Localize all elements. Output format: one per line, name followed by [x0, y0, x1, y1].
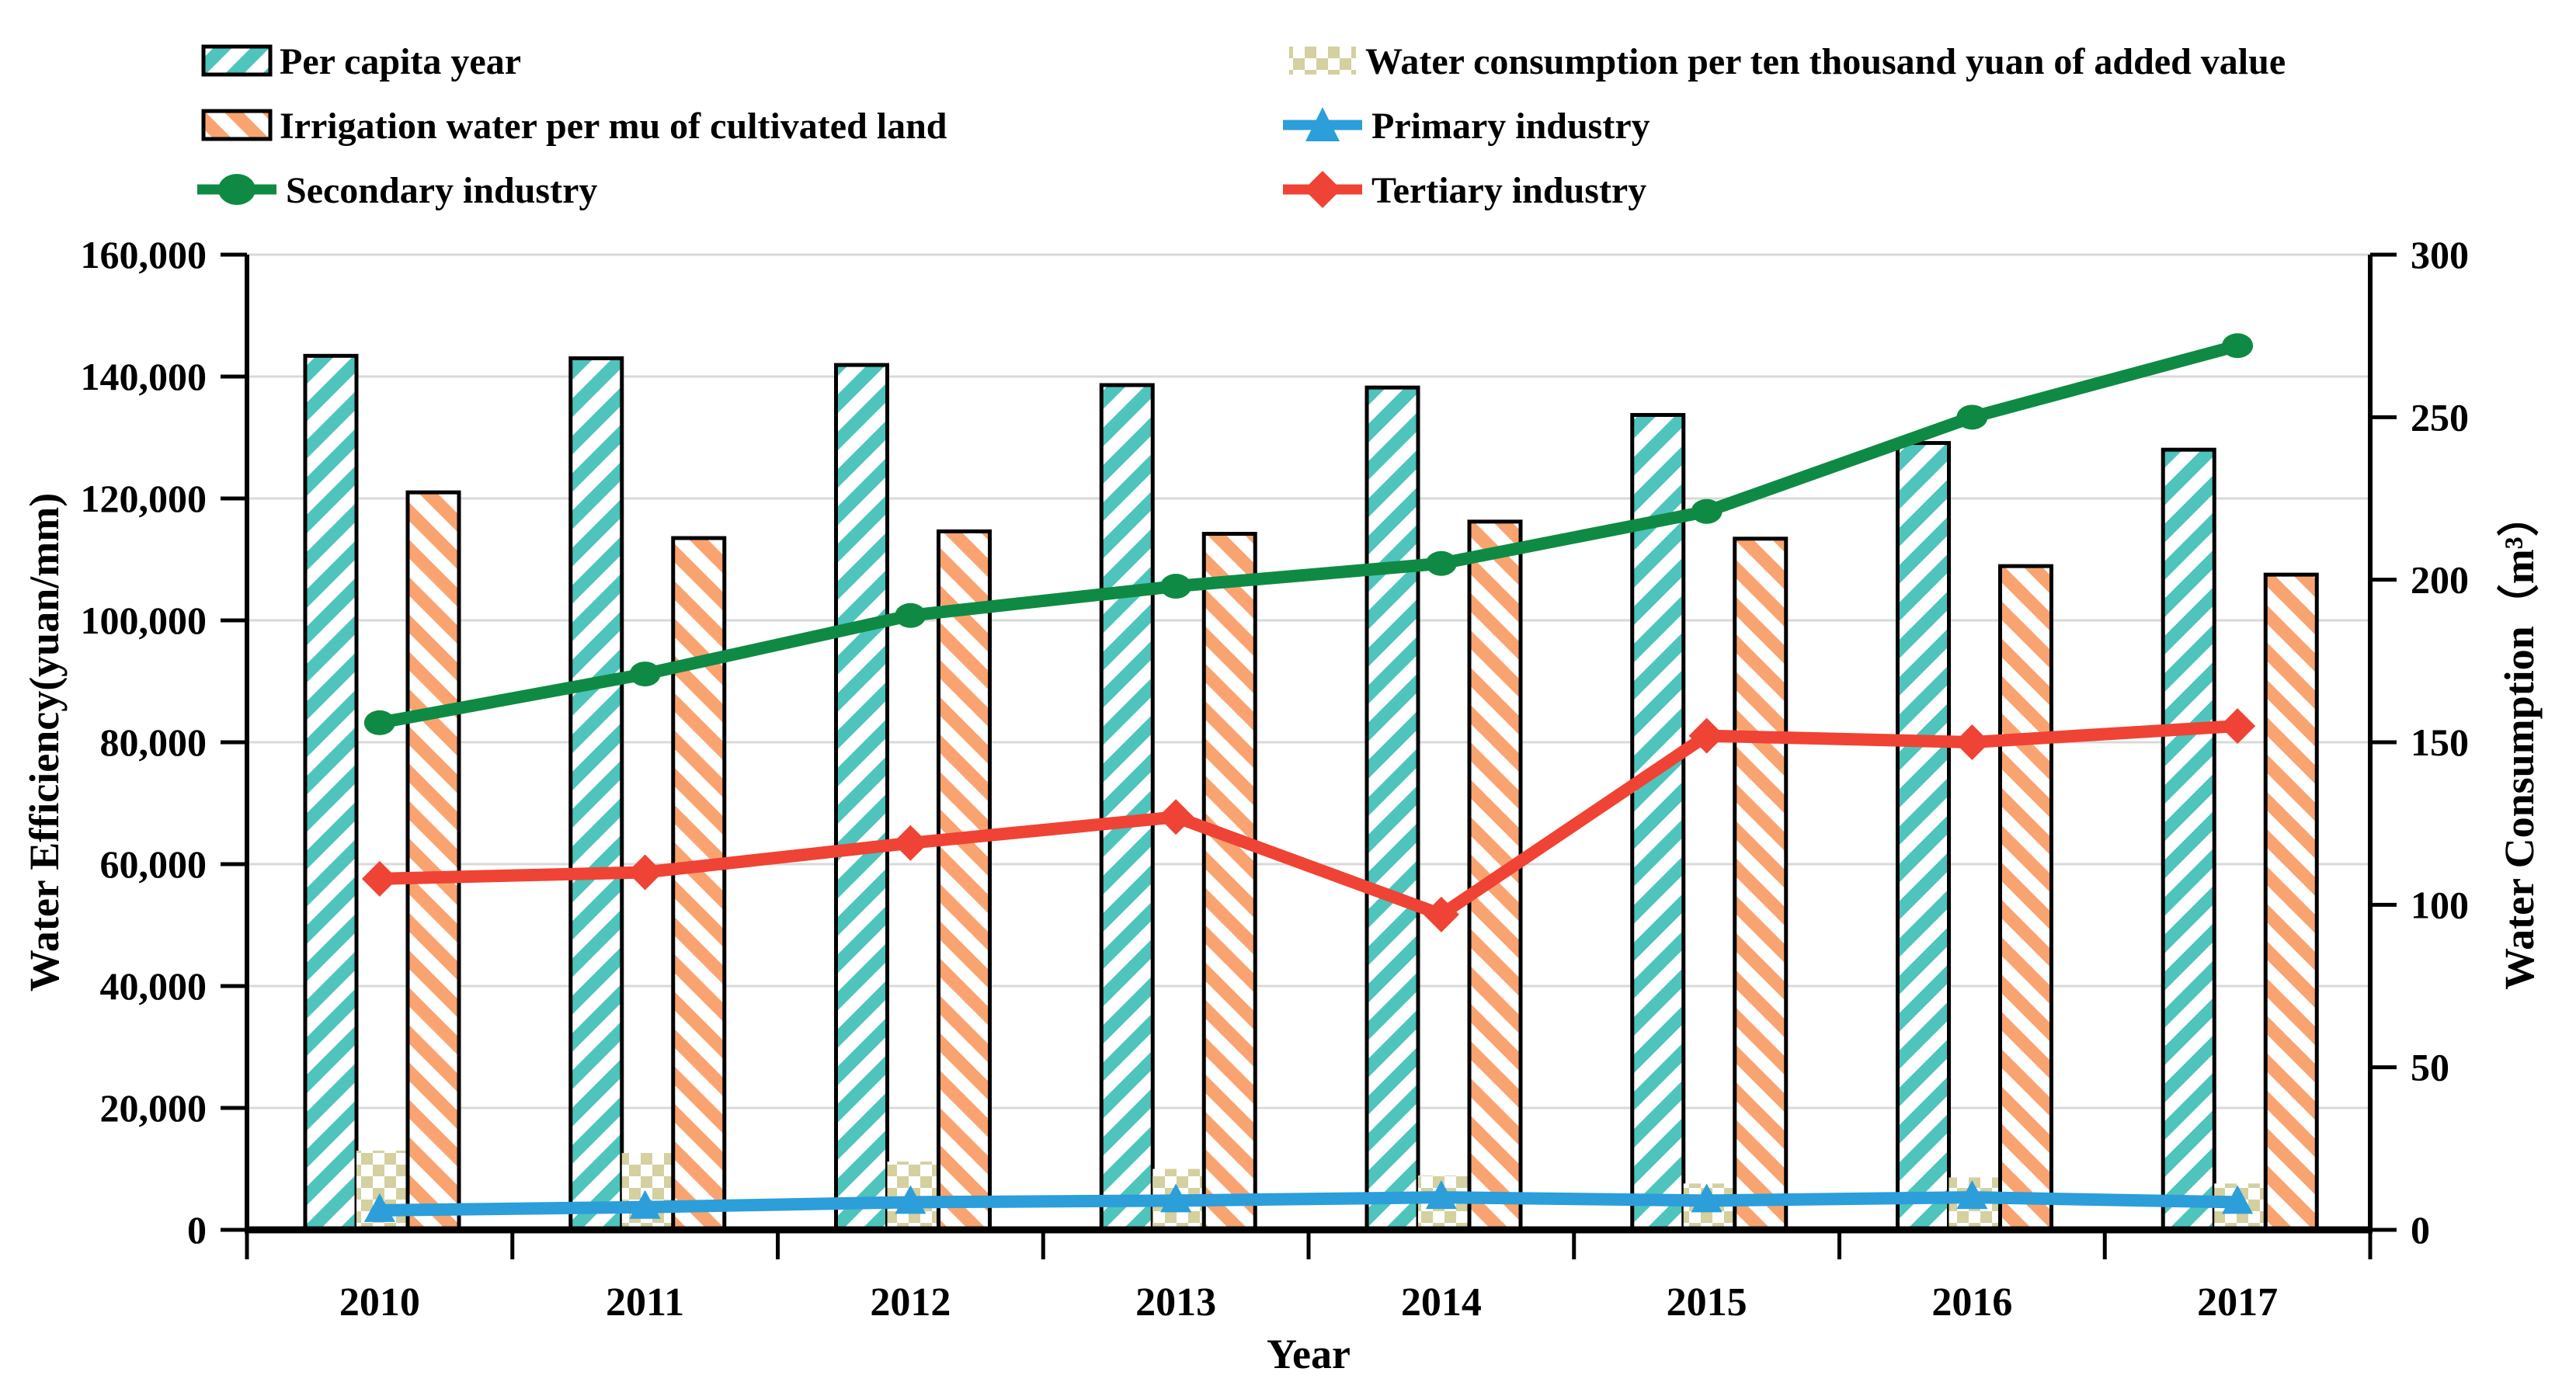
triangle-marker-icon: [363, 1193, 395, 1222]
legend-label: Irrigation water per mu of cultivated la…: [280, 106, 947, 147]
left-axis-tick-label: 80,000: [100, 721, 207, 764]
left-axis-tick-label: 100,000: [81, 599, 207, 642]
right-axis-tick-label: 200: [2411, 558, 2469, 602]
triangle-marker-icon: [1691, 1183, 1723, 1213]
triangle-marker-icon: [1305, 107, 1340, 141]
khaki-check-swatch-icon: [1289, 47, 1356, 75]
bar-irrigation-water-per-mu-of-cul: [1467, 519, 1523, 1232]
x-axis-category-label: 2014: [1401, 1280, 1482, 1325]
legend-item-tertiary-industry: Tertiary industry: [1283, 170, 1646, 211]
circle-marker-icon: [363, 710, 395, 735]
diamond-marker-icon: [1158, 799, 1194, 835]
right-axis-tick-label: 250: [2411, 395, 2469, 439]
line-secondary-industry: [373, 339, 2244, 729]
x-axis-category-label: 2011: [606, 1280, 684, 1325]
left-axis-tick-label: 20,000: [100, 1086, 207, 1130]
triangle-marker-icon: [2222, 1185, 2254, 1214]
legend-label: Secondary industry: [286, 170, 597, 211]
x-axis-category-label: 2013: [1135, 1280, 1216, 1325]
legend-item-per-capita-year: Per capita year: [201, 41, 521, 82]
bar-per-capita-year: [1630, 412, 1686, 1232]
right-axis-title: Water Consumption（m³）: [2496, 495, 2543, 990]
x-axis-category-label: 2010: [339, 1280, 420, 1325]
legend-item-primary-industry: Primary industry: [1283, 106, 1650, 147]
orange-hatch-swatch-icon: [201, 109, 273, 141]
left-axis-tick-label: 40,000: [100, 964, 207, 1008]
diamond-marker-icon: [627, 854, 663, 891]
circle-marker-icon: [629, 662, 661, 687]
bar-irrigation-water-per-mu-of-cul: [671, 536, 727, 1232]
bar-irrigation-water-per-mu-of-cul: [1998, 564, 2053, 1232]
diamond-marker-icon: [1688, 717, 1725, 754]
diamond-marker-icon: [1954, 724, 1990, 760]
triangle-marker-icon: [895, 1185, 926, 1214]
bar-per-capita-year: [568, 356, 624, 1232]
diamond-marker-icon: [361, 860, 398, 897]
legend-item-secondary-industry: Secondary industry: [197, 170, 597, 211]
circle-marker-icon: [1691, 498, 1723, 524]
legend-label: Per capita year: [280, 41, 521, 82]
bar-per-capita-year: [2161, 447, 2216, 1232]
diamond-marker-icon: [2220, 708, 2256, 745]
right-axis-tick-label: 300: [2411, 233, 2469, 276]
line-tertiary-industry: [373, 720, 2244, 921]
legend: Per capita year Water consumption per te…: [197, 41, 2286, 211]
triangle-marker-icon: [1160, 1183, 1192, 1213]
legend-label: Primary industry: [1371, 106, 1650, 147]
legend-item-irrigation-water: Irrigation water per mu of cultivated la…: [201, 106, 947, 147]
bar-irrigation-water-per-mu-of-cul: [1201, 532, 1257, 1232]
circle-marker-icon: [1160, 574, 1192, 599]
legend-label: Water consumption per ten thousand yuan …: [1365, 41, 2286, 82]
bar-irrigation-water-per-mu-of-cul: [405, 490, 461, 1232]
left-axis-tick-label: 60,000: [100, 842, 207, 886]
triangle-marker-icon: [1956, 1180, 1988, 1210]
legend-label: Tertiary industry: [1371, 170, 1646, 211]
right-axis-tick-label: 150: [2411, 721, 2469, 764]
x-axis-category-label: 2012: [870, 1280, 951, 1325]
diamond-marker-icon: [1423, 896, 1459, 932]
bar-irrigation-water-per-mu-of-cul: [1733, 537, 1789, 1232]
plot-area: 0 20,000 40,000 60,000 80,000 100,000 120,000 1…: [81, 233, 2470, 1325]
left-axis-tick-label: 120,000: [81, 477, 207, 520]
circle-marker-icon: [1425, 550, 1457, 576]
right-axis-tick-label: 0: [2411, 1208, 2430, 1252]
triangle-marker-icon: [629, 1189, 661, 1219]
circle-marker-icon: [895, 602, 926, 628]
bar-per-capita-year: [303, 353, 359, 1232]
left-axis-tick-label: 160,000: [81, 233, 207, 276]
x-axis-category-label: 2016: [1931, 1280, 2012, 1325]
bar-per-capita-year: [1099, 383, 1155, 1232]
x-axis-category-label: 2015: [1667, 1280, 1747, 1325]
x-axis-title: Year: [1267, 1331, 1351, 1377]
bar-per-capita-year: [1364, 385, 1420, 1232]
diamond-marker-icon: [1304, 171, 1341, 208]
left-axis-tick-label: 0: [187, 1208, 207, 1252]
bar-per-capita-year: [1896, 441, 1951, 1232]
left-axis-title: Water Efficiency(yuan/mm): [21, 493, 68, 991]
circle-marker-icon: [218, 174, 256, 205]
circle-marker-icon: [1956, 405, 1988, 430]
left-axis-tick-label: 140,000: [81, 355, 207, 398]
right-axis-tick-label: 100: [2411, 883, 2469, 926]
bar-per-capita-year: [834, 363, 889, 1232]
teal-hatch-swatch-icon: [201, 44, 273, 77]
circle-marker-icon: [2222, 333, 2254, 359]
diamond-marker-icon: [892, 825, 929, 861]
right-axis-tick-label: 50: [2411, 1046, 2449, 1089]
line-primary-industry: [373, 1191, 2244, 1217]
bar-irrigation-water-per-mu-of-cul: [937, 529, 992, 1232]
triangle-marker-icon: [1425, 1180, 1457, 1210]
x-axis-category-label: 2017: [2197, 1280, 2278, 1325]
bar-irrigation-water-per-mu-of-cul: [2263, 572, 2319, 1232]
legend-item-water-consumption-per-ten-thousand-yuan: Water consumption per ten thousand yuan …: [1289, 41, 2286, 82]
